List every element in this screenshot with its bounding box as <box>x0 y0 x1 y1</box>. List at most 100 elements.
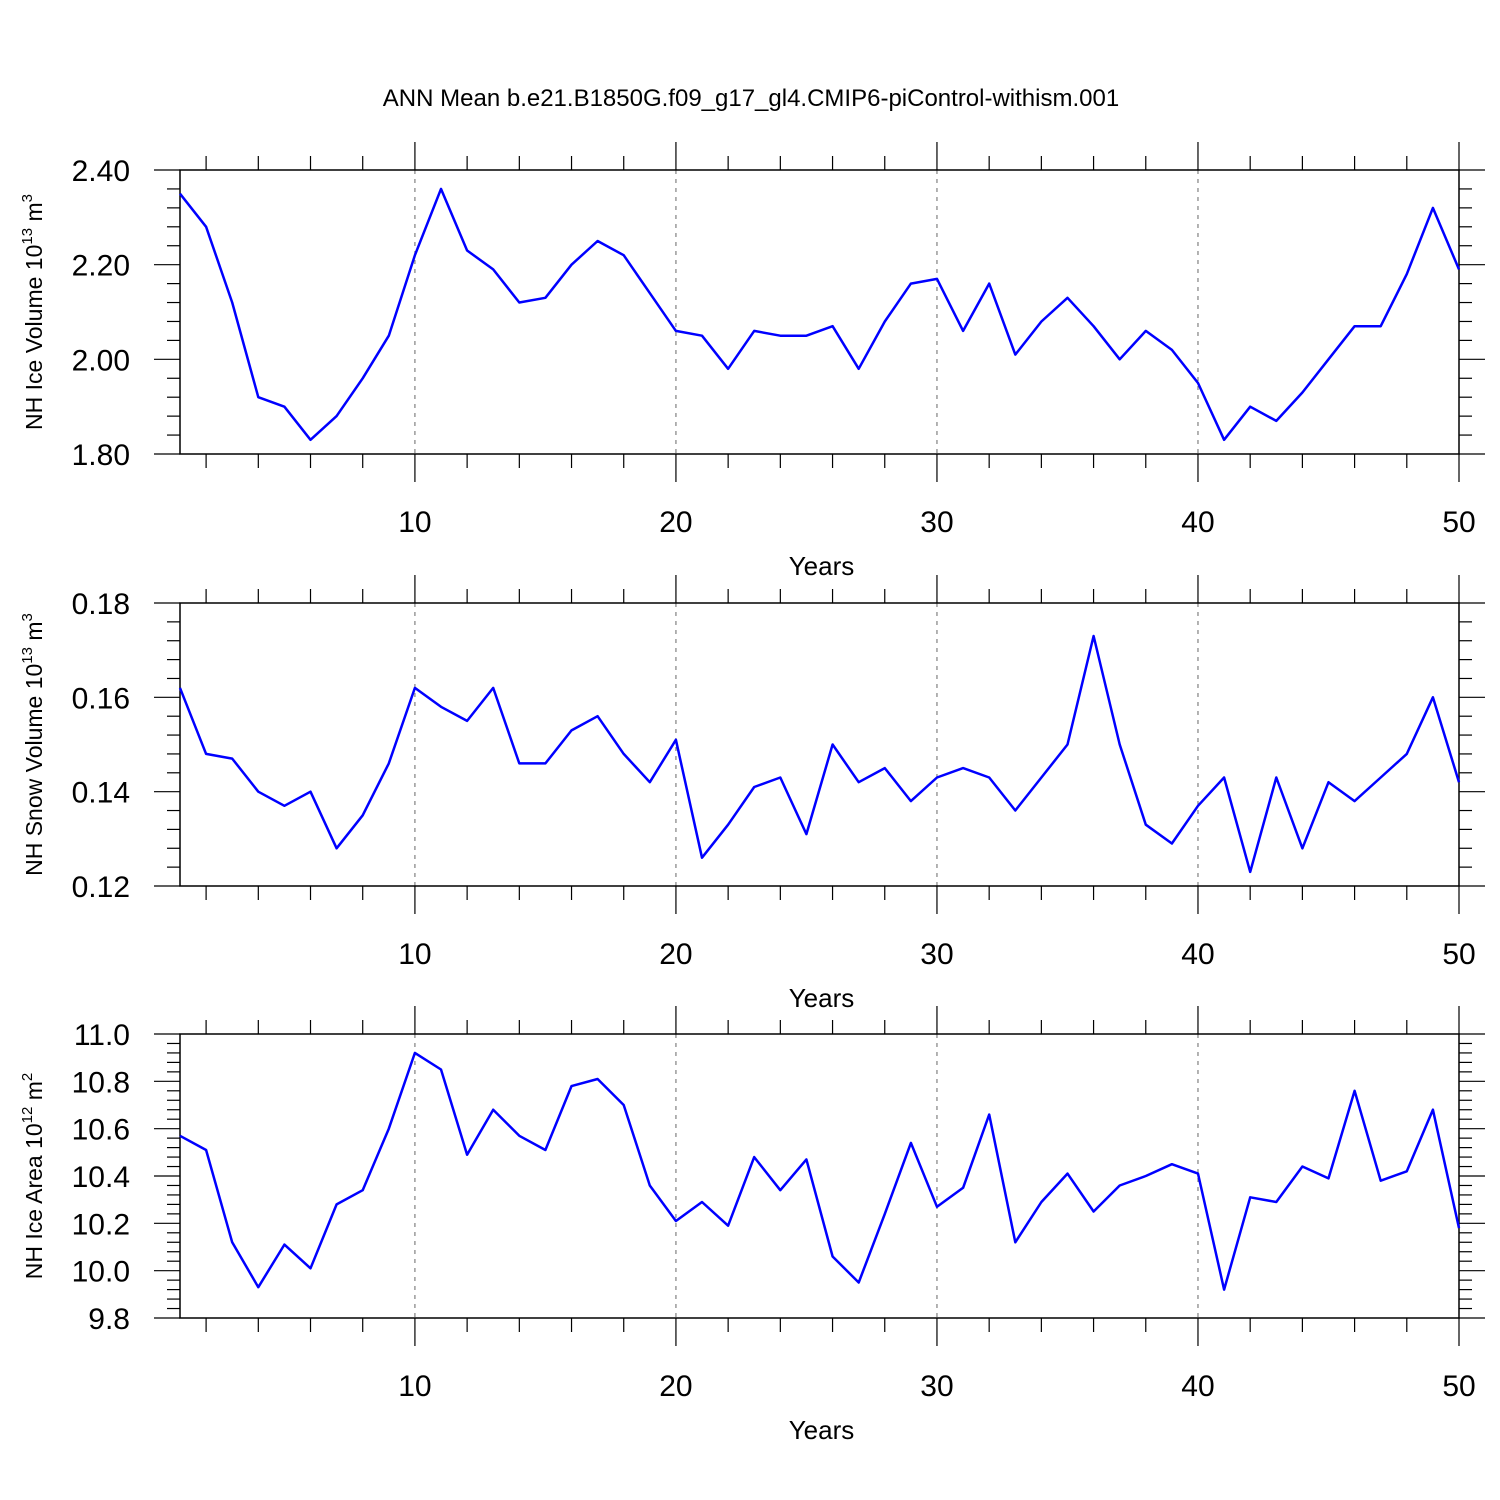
plot-frame <box>179 1033 1460 1319</box>
x-tick-label: 50 <box>1442 506 1475 539</box>
data-point <box>857 780 861 784</box>
data-point <box>648 1183 652 1187</box>
data-point <box>204 1148 208 1152</box>
data-point <box>752 1155 756 1159</box>
data-point <box>935 1205 939 1209</box>
data-point <box>282 1243 286 1247</box>
data-point <box>1379 1179 1383 1183</box>
y-tick-label: 10.4 <box>72 1161 130 1194</box>
y-axis-label-text: NH Ice Area 10 <box>21 1123 47 1279</box>
data-point <box>309 790 313 794</box>
data-point <box>622 1103 626 1107</box>
data-point <box>1379 776 1383 780</box>
y-axis-label-text: NH Ice Volume 10 <box>21 245 47 430</box>
x-tick-label: 30 <box>920 1370 953 1403</box>
data-point <box>517 761 521 765</box>
data-point <box>1405 272 1409 276</box>
data-point <box>596 714 600 718</box>
data-point <box>726 1224 730 1228</box>
data-point <box>726 823 730 827</box>
data-point <box>491 1108 495 1112</box>
y-tick-label: 10.0 <box>72 1256 130 1289</box>
data-point <box>517 301 521 305</box>
data-point <box>1431 1108 1435 1112</box>
data-point <box>413 686 417 690</box>
data-point <box>1092 634 1096 638</box>
x-tick-label: 10 <box>398 938 431 971</box>
y-axis-label-text: m <box>21 621 47 647</box>
series-line <box>178 634 1461 874</box>
x-axis-label: Years <box>789 983 855 1013</box>
chart-panels: 10 20 30 40 50 Years 1.80 2.00 2.20 2.40 NH Ice Vo… <box>19 142 1485 1445</box>
x-tick-label: 50 <box>1442 938 1475 971</box>
data-point <box>674 1219 678 1223</box>
x-tick-label: 20 <box>659 938 692 971</box>
data-point <box>256 395 260 399</box>
y-tick-label: 2.20 <box>72 250 130 283</box>
data-point <box>1300 1165 1304 1169</box>
data-point <box>204 225 208 229</box>
data-point <box>1405 752 1409 756</box>
data-point <box>883 766 887 770</box>
x-tick-label: 20 <box>659 506 692 539</box>
data-point <box>543 1148 547 1152</box>
data-point <box>1013 1240 1017 1244</box>
data-point <box>230 1240 234 1244</box>
data-point <box>1039 776 1043 780</box>
data-point <box>1065 1172 1069 1176</box>
data-point <box>361 1188 365 1192</box>
data-point <box>309 1266 313 1270</box>
data-point <box>1222 1288 1226 1292</box>
data-point <box>1326 780 1330 784</box>
data-point <box>335 846 339 850</box>
data-point <box>596 1077 600 1081</box>
series-line <box>179 187 1461 442</box>
data-point <box>1457 267 1461 271</box>
x-tick-label: 10 <box>398 506 431 539</box>
panel-1: 10 20 30 40 50 Years 1.80 2.00 2.20 2.40 NH Ice Vo… <box>19 142 1485 581</box>
y-tick-label: 1.80 <box>72 439 130 472</box>
data-point <box>1274 776 1278 780</box>
data-point <box>361 376 365 380</box>
data-point <box>570 263 574 267</box>
data-point <box>883 319 887 323</box>
data-point <box>309 438 313 442</box>
plot-frame <box>179 602 1460 887</box>
data-point <box>1457 1226 1461 1230</box>
data-point <box>1144 329 1148 333</box>
data-point <box>256 1285 260 1289</box>
data-point <box>1065 743 1069 747</box>
data-point <box>439 187 443 191</box>
data-point <box>961 1186 965 1190</box>
data-point <box>1326 1176 1330 1180</box>
data-point <box>1300 846 1304 850</box>
y-tick-label: 2.40 <box>72 155 130 188</box>
data-point <box>204 752 208 756</box>
data-point <box>674 738 678 742</box>
data-point <box>1170 842 1174 846</box>
data-point <box>256 790 260 794</box>
y-axis-label-superscript: 13 <box>19 228 36 245</box>
data-point <box>831 743 835 747</box>
y-tick-label: 0.18 <box>72 588 130 621</box>
data-point <box>1457 780 1461 784</box>
data-point <box>1118 1183 1122 1187</box>
x-tick-label: 40 <box>1181 938 1214 971</box>
data-point <box>622 253 626 257</box>
data-point <box>335 1202 339 1206</box>
y-tick-label: 0.14 <box>72 777 130 810</box>
y-tick-label: 10.8 <box>72 1066 130 1099</box>
data-point <box>1222 776 1226 780</box>
data-point <box>700 1200 704 1204</box>
y-axis-label: NH Snow Volume 1013 m3 <box>19 613 47 876</box>
x-tick-label: 20 <box>659 1370 692 1403</box>
data-point <box>700 856 704 860</box>
data-point <box>491 686 495 690</box>
data-point <box>1039 1200 1043 1204</box>
data-point <box>700 334 704 338</box>
plot-frame <box>179 169 1460 455</box>
data-point <box>1092 324 1096 328</box>
data-point <box>935 277 939 281</box>
y-axis-label-superscript: 3 <box>19 613 36 621</box>
y-axis-label-text: m <box>21 1081 47 1107</box>
